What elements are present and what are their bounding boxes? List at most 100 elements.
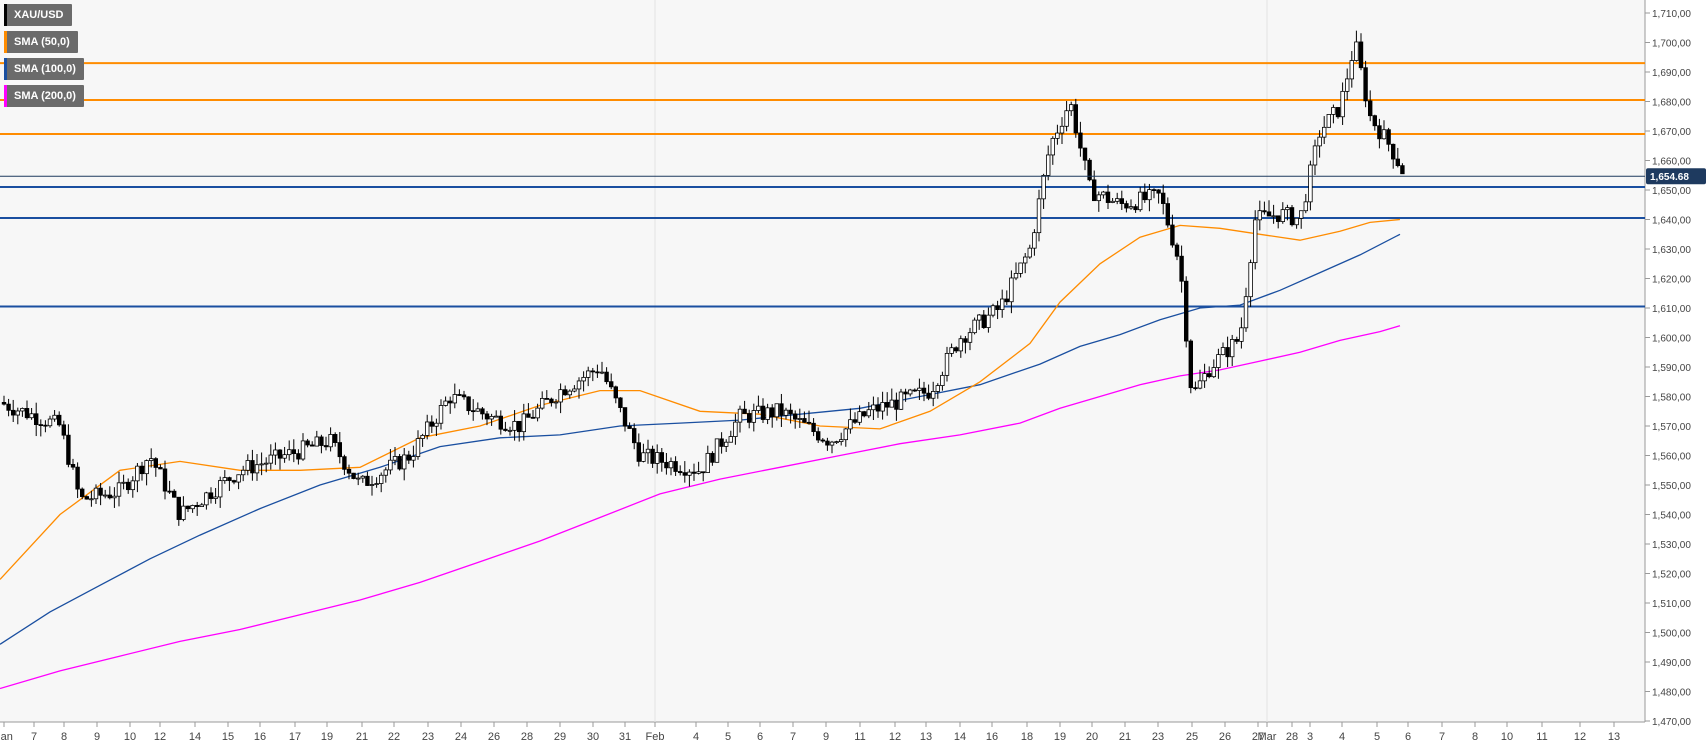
candle-body	[337, 442, 342, 458]
x-tick-label: 9	[823, 731, 829, 743]
candle-body	[609, 381, 614, 388]
x-tick-label: 7	[790, 731, 796, 743]
candle-body	[1294, 217, 1299, 226]
x-tick-label: 18	[1021, 731, 1033, 743]
candle-body	[728, 436, 733, 443]
candle-body	[365, 475, 370, 486]
x-tick-label: 29	[554, 731, 566, 743]
candle-body	[498, 415, 503, 430]
candle-body	[714, 438, 720, 463]
candle-body	[586, 370, 591, 378]
candle-body	[1059, 125, 1065, 134]
candle-body	[1064, 110, 1069, 127]
candle-body	[622, 407, 628, 427]
candle-body	[1092, 179, 1097, 202]
candle-body	[1036, 198, 1042, 234]
y-tick-label: 1,580,00	[1652, 393, 1691, 404]
candle-body	[1354, 41, 1359, 61]
candle-body	[889, 399, 894, 408]
candle-body	[171, 490, 177, 498]
x-tick-label: 23	[422, 731, 434, 743]
y-tick-label: 1,680,00	[1652, 98, 1691, 109]
candle-body	[204, 492, 209, 506]
legend-swatch	[4, 85, 7, 107]
x-tick-label: Mar	[1258, 731, 1277, 743]
candle-body	[300, 440, 306, 460]
x-tick-label: 21	[356, 731, 368, 743]
candle-body	[696, 471, 701, 474]
candle-body	[434, 422, 439, 427]
legend-item[interactable]: XAU/USD	[4, 4, 72, 26]
x-tick-label: 26	[488, 731, 500, 743]
candle-body	[875, 404, 881, 412]
candle-body	[1220, 347, 1226, 355]
candle-body	[1184, 280, 1189, 342]
candle-body	[1308, 164, 1313, 203]
candle-body	[213, 496, 218, 499]
candle-body	[935, 385, 940, 392]
candle-body	[816, 431, 821, 441]
candle-body	[724, 441, 729, 447]
candle-body	[176, 496, 181, 520]
candle-body	[632, 428, 637, 444]
x-tick-label: 8	[1472, 731, 1478, 743]
candle-body	[944, 353, 950, 376]
x-tick-label: 23	[1152, 731, 1164, 743]
x-tick-label: 13	[1608, 731, 1620, 743]
candle-body	[411, 456, 416, 461]
candle-body	[1179, 255, 1184, 282]
legend-item[interactable]: SMA (100,0)	[4, 58, 84, 80]
x-tick-label: 6	[1405, 731, 1411, 743]
x-tick-label: 10	[1501, 731, 1513, 743]
candle-body	[259, 463, 264, 466]
candle-body	[1271, 215, 1276, 218]
candle-body	[273, 449, 278, 456]
x-tick-label: 12	[889, 731, 901, 743]
y-tick-label: 1,550,00	[1652, 481, 1691, 492]
candle-body	[503, 428, 508, 431]
candle-body	[346, 468, 352, 474]
candle-body	[351, 472, 356, 479]
x-tick-label: 11	[1536, 731, 1547, 743]
candle-body	[392, 456, 398, 461]
y-tick-label: 1,630,00	[1652, 245, 1691, 256]
candle-body	[581, 376, 586, 382]
x-tick-label: 28	[1286, 731, 1298, 743]
y-tick-label: 1,520,00	[1652, 570, 1691, 581]
candle-body	[599, 371, 605, 374]
legend-label: XAU/USD	[14, 9, 64, 21]
candle-body	[1170, 224, 1175, 246]
candle-body	[1331, 107, 1336, 115]
y-tick-label: 1,570,00	[1652, 422, 1691, 433]
y-tick-label: 1,490,00	[1652, 658, 1691, 669]
candle-body	[1358, 41, 1364, 69]
candle-body	[576, 380, 582, 390]
candle-body	[305, 440, 310, 446]
y-tick-label: 1,670,00	[1652, 127, 1691, 138]
x-tick-label: 31	[619, 731, 631, 743]
legend-item[interactable]: SMA (200,0)	[4, 85, 84, 107]
x-tick-label: 4	[693, 731, 699, 743]
x-tick-label: 12	[1574, 731, 1586, 743]
legend-item[interactable]: SMA (50,0)	[4, 31, 78, 53]
candle-body	[374, 483, 379, 485]
candle-body	[1078, 132, 1083, 149]
candle-body	[774, 403, 779, 418]
candle-body	[57, 414, 62, 426]
candle-body	[558, 389, 563, 403]
candle-body	[1253, 219, 1258, 264]
candle-body	[185, 505, 191, 510]
candle-body	[452, 394, 457, 404]
candle-body	[779, 403, 784, 416]
y-tick-label: 1,650,00	[1652, 186, 1691, 197]
y-tick-label: 1,540,00	[1652, 511, 1691, 522]
y-tick-label: 1,480,00	[1652, 688, 1691, 699]
candle-body	[277, 449, 283, 459]
candle-body	[1239, 327, 1244, 342]
candle-body	[355, 477, 361, 480]
candle-body	[857, 411, 862, 423]
candle-body	[190, 505, 195, 510]
candle-body	[788, 409, 793, 415]
candle-body	[1299, 210, 1304, 219]
candle-body	[1013, 273, 1019, 279]
